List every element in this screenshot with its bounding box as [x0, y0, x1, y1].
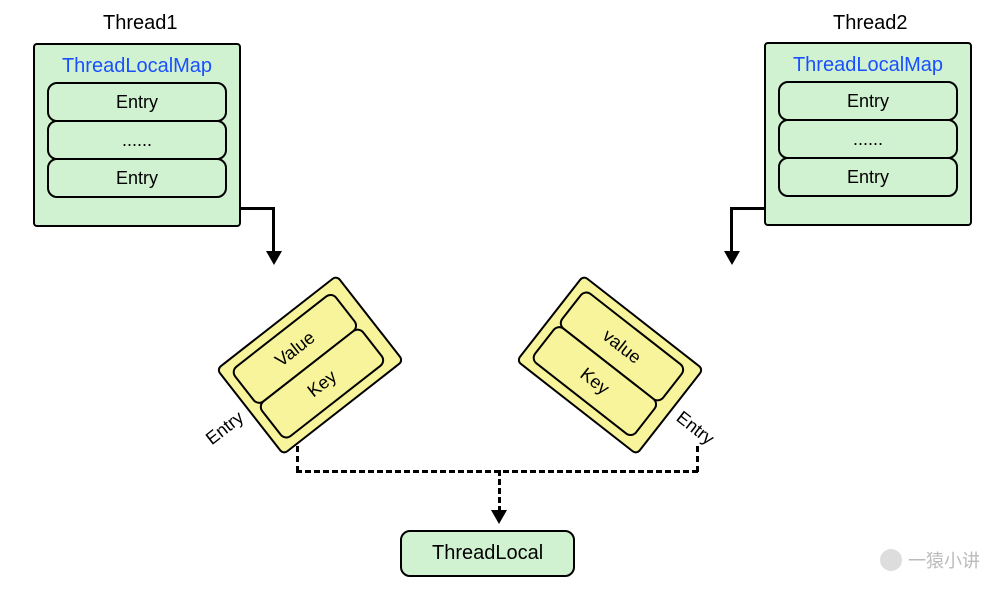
thread2-map-label: ThreadLocalMap [778, 54, 958, 77]
thread1-entry-row: Entry [47, 82, 227, 122]
watermark-text: 一猿小讲 [908, 547, 980, 573]
dash-v-left [296, 446, 299, 472]
dash-h [296, 470, 698, 473]
thread1-entry-row: ...... [47, 120, 227, 160]
thread2-entry-row: Entry [778, 157, 958, 197]
thread1-entry-row: Entry [47, 158, 227, 198]
arrow1-head-icon [266, 251, 282, 265]
arrow1-h [241, 207, 275, 210]
watermark: 一猿小讲 [880, 547, 980, 573]
arrow2-h [730, 207, 766, 210]
entry-left-box: Entry Value Key [215, 274, 404, 455]
thread2-entry-row: ...... [778, 119, 958, 159]
arrow1-v [272, 207, 275, 253]
thread1-map-label: ThreadLocalMap [47, 55, 227, 78]
dash-v-center [498, 470, 501, 512]
thread2-box: ThreadLocalMap Entry ...... Entry [764, 42, 972, 226]
thread2-entry-row: Entry [778, 81, 958, 121]
thread1-box: ThreadLocalMap Entry ...... Entry [33, 43, 241, 227]
watermark-icon [880, 549, 902, 571]
dash-arrow-head-icon [491, 510, 507, 524]
entry-right-label: Entry [672, 407, 718, 449]
dash-v-right [696, 446, 699, 472]
threadlocal-box: ThreadLocal [400, 530, 575, 577]
arrow2-v [730, 207, 733, 253]
thread2-title: Thread2 [833, 12, 908, 35]
entry-left-label: Entry [202, 407, 248, 449]
entry-right-box: Entry value Key [515, 274, 704, 455]
thread1-title: Thread1 [103, 12, 178, 35]
arrow2-head-icon [724, 251, 740, 265]
